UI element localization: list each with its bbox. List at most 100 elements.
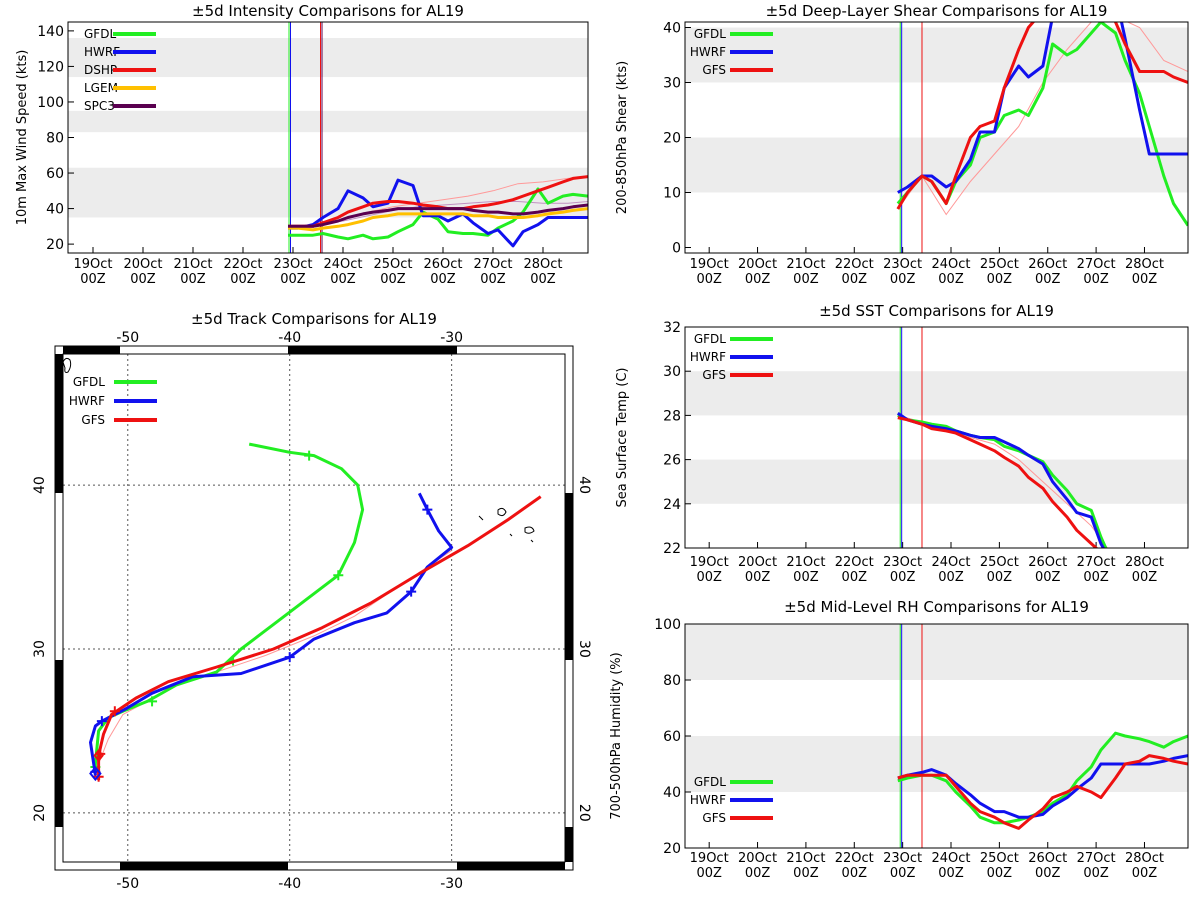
x-tick-label: 23Oct xyxy=(883,555,922,570)
y-axis-label: 10m Max Wind Speed (kts) xyxy=(15,50,30,226)
plot-lines xyxy=(896,22,1188,253)
map-border-segment xyxy=(288,346,457,354)
rh-chart: ±5d Mid-Level RH Comparisons for AL19 20 4… xyxy=(609,598,1189,881)
x-tick-sublabel: 00Z xyxy=(380,272,406,287)
shear-chart: ±5d Deep-Layer Shear Comparisons for AL1… xyxy=(615,2,1189,287)
shaded-band xyxy=(685,624,1188,680)
legend-label: HWRF xyxy=(690,350,726,364)
x-tick-sublabel: 00Z xyxy=(1083,866,1109,881)
chart-title: ±5d SST Comparisons for AL19 xyxy=(819,302,1054,320)
x-tick-sublabel: 00Z xyxy=(938,570,964,585)
x-tick-sublabel: 00Z xyxy=(745,866,771,881)
series-line-hwrf xyxy=(896,411,1106,548)
y-tick-label: 40 xyxy=(663,785,681,801)
y-tick-label: 10 xyxy=(663,186,681,202)
series-line-gfs xyxy=(896,22,1188,210)
x-tick-label: 27Oct xyxy=(1077,257,1116,272)
plot-bands xyxy=(68,37,588,218)
plot-bands xyxy=(685,371,1188,504)
x-tick-sublabel: 00Z xyxy=(987,866,1013,881)
y-tick-label: 20 xyxy=(663,841,681,857)
track-lines xyxy=(63,357,542,782)
track-marker-gfdl xyxy=(304,450,315,461)
track-marker-gfs xyxy=(109,706,120,717)
y-tick-label: 20 xyxy=(663,131,681,147)
y-tick-label: 100 xyxy=(37,95,64,111)
map-border-segment xyxy=(565,493,573,660)
series-line-hwrf xyxy=(288,178,588,248)
start-position-marker xyxy=(89,765,102,782)
x-tick-sublabel: 00Z xyxy=(1083,272,1109,287)
legend-label: HWRF xyxy=(690,793,726,807)
x-tick-label: 23Oct xyxy=(273,257,312,272)
y-axis-label: Sea Surface Temp (C) xyxy=(615,367,630,507)
series-line-hwrf xyxy=(897,22,1188,194)
x-tick-label: 24Oct xyxy=(931,851,970,866)
plot-lines xyxy=(896,327,1109,548)
x-tick-sublabel: 00Z xyxy=(938,866,964,881)
latitude-label-left: 40 xyxy=(32,476,48,494)
track-marker-hwrf xyxy=(284,652,295,663)
x-tick-sublabel: 00Z xyxy=(80,272,106,287)
x-tick-label: 21Oct xyxy=(786,257,825,272)
y-tick-label: 20 xyxy=(46,237,64,253)
y-axis-label: 700-500hPa Humidity (%) xyxy=(609,652,624,819)
longitude-label-top: -50 xyxy=(116,330,139,346)
shaded-band xyxy=(68,167,588,218)
plot-frame xyxy=(684,21,1189,254)
longitude-label-top: -30 xyxy=(440,330,463,346)
x-tick-sublabel: 00Z xyxy=(793,570,819,585)
x-tick-label: 21Oct xyxy=(786,851,825,866)
x-tick-label: 26Oct xyxy=(1028,257,1067,272)
chart-title: ±5d Mid-Level RH Comparisons for AL19 xyxy=(784,598,1089,616)
map-border-segment xyxy=(63,346,120,354)
x-tick-label: 24Oct xyxy=(931,257,970,272)
shaded-band xyxy=(685,27,1188,83)
x-tick-sublabel: 00Z xyxy=(530,272,556,287)
x-tick-sublabel: 00Z xyxy=(180,272,206,287)
latitude-label-left: 30 xyxy=(32,640,48,658)
x-tick-label: 28Oct xyxy=(523,257,562,272)
x-tick-sublabel: 00Z xyxy=(1132,570,1158,585)
series-line-gfdl xyxy=(288,187,588,241)
x-tick-label: 21Oct xyxy=(173,257,212,272)
x-tick-label: 19Oct xyxy=(690,851,729,866)
x-tick-sublabel: 00Z xyxy=(1035,272,1061,287)
y-tick-label: 100 xyxy=(654,617,681,633)
series-line-dshp xyxy=(288,175,588,228)
legend-label: GFS xyxy=(702,368,726,382)
x-tick-label: 27Oct xyxy=(1077,851,1116,866)
legend-label: GFS xyxy=(702,63,726,77)
x-tick-label: 26Oct xyxy=(1028,851,1067,866)
y-tick-label: 26 xyxy=(663,453,681,469)
latitude-label-right: 30 xyxy=(576,640,592,658)
track-chart: ±5d Track Comparisons for AL19 -50 -50 -40 -… xyxy=(32,310,592,892)
x-tick-label: 28Oct xyxy=(1125,851,1164,866)
legend-label: GFDL xyxy=(694,775,726,789)
shaded-band xyxy=(685,137,1188,193)
x-tick-label: 26Oct xyxy=(1028,555,1067,570)
x-tick-sublabel: 00Z xyxy=(745,272,771,287)
y-tick-label: 40 xyxy=(46,202,64,218)
plot-lines xyxy=(288,22,588,253)
intensity-chart: ±5d Intensity Comparisons for AL19 20 40 60… xyxy=(15,2,589,287)
series-line-spc3 xyxy=(288,203,588,228)
x-tick-label: 28Oct xyxy=(1125,257,1164,272)
series-line-lgem xyxy=(288,207,588,232)
x-tick-sublabel: 00Z xyxy=(987,570,1013,585)
x-tick-sublabel: 00Z xyxy=(1035,570,1061,585)
legend-label: HWRF xyxy=(69,394,105,408)
legend-label: GFS xyxy=(702,811,726,825)
shaded-band xyxy=(685,371,1188,416)
chart-title: ±5d Track Comparisons for AL19 xyxy=(191,310,437,328)
x-tick-sublabel: 00Z xyxy=(696,272,722,287)
x-tick-sublabel: 00Z xyxy=(1083,570,1109,585)
x-tick-sublabel: 00Z xyxy=(842,272,868,287)
y-tick-label: 140 xyxy=(37,24,64,40)
y-tick-label: 120 xyxy=(37,59,64,75)
x-tick-label: 20Oct xyxy=(738,257,777,272)
x-tick-label: 20Oct xyxy=(738,851,777,866)
legend-label: HWRF xyxy=(690,45,726,59)
latitude-label-left: 20 xyxy=(32,804,48,822)
